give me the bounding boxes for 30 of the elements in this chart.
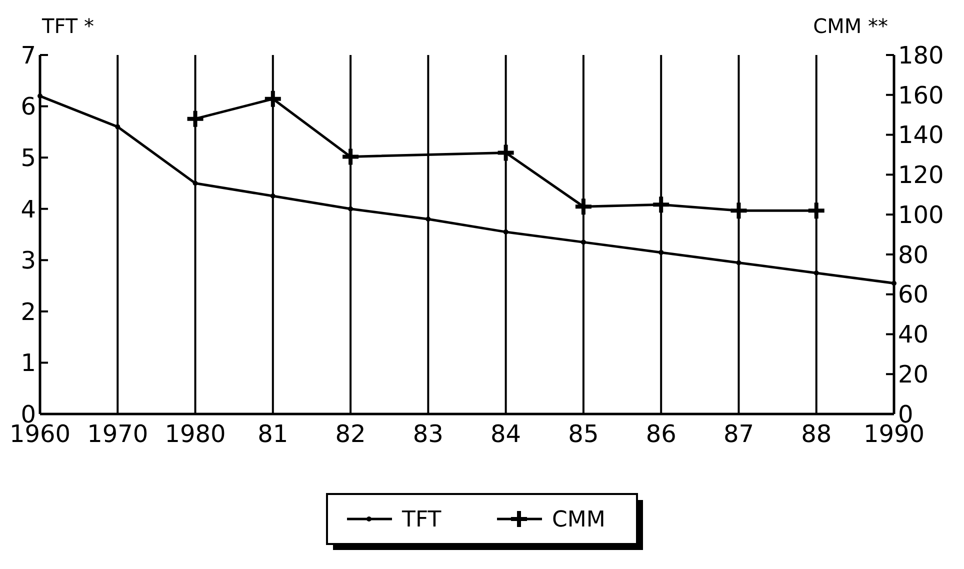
- y-tick-label: 6: [20, 92, 36, 121]
- y2-tick-label: 140: [898, 121, 944, 150]
- y-tick-label: 1: [20, 349, 36, 378]
- y-tick-label: 2: [20, 298, 36, 326]
- x-tick-label: 84: [490, 420, 522, 448]
- y-axis-title: TFT *: [41, 14, 94, 38]
- y-tick-label: 4: [20, 195, 36, 224]
- y-tick-label: 7: [20, 41, 36, 70]
- y2-tick-label: 100: [898, 200, 944, 229]
- y2-tick-label: 120: [898, 161, 944, 190]
- y2-tick-label: 180: [898, 41, 944, 70]
- y2-tick-label: 40: [898, 320, 929, 349]
- y2-tick-label: 20: [898, 360, 929, 389]
- x-tick-label: 88: [801, 420, 832, 448]
- legend-label: CMM: [552, 508, 606, 533]
- y2-axis-title: CMM **: [813, 14, 888, 38]
- y2-tick-label: 60: [898, 280, 929, 309]
- y-tick-label: 5: [20, 144, 36, 172]
- y-tick-label: 3: [20, 246, 36, 275]
- x-tick-label: 82: [335, 420, 366, 448]
- x-tick-label: 83: [412, 420, 444, 448]
- legend-label: TFT: [401, 508, 442, 533]
- y2-tick-label: 80: [898, 240, 929, 269]
- x-tick-label: 81: [258, 420, 288, 448]
- x-tick-label: 1970: [87, 420, 148, 448]
- y2-tick-label: 160: [898, 81, 944, 110]
- x-tick-label: 86: [646, 420, 676, 448]
- x-tick-label: 1980: [164, 420, 226, 448]
- x-tick-label: 87: [723, 420, 754, 448]
- x-tick-label: 85: [568, 420, 599, 448]
